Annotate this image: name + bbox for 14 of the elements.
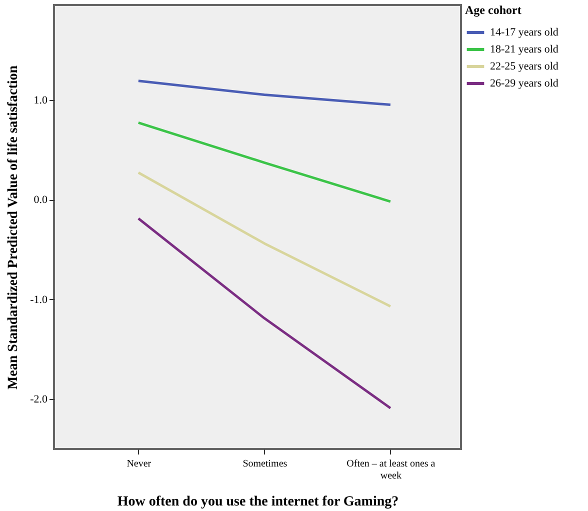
y-tick-label: 1.0: [34, 94, 48, 106]
x-tick-label: Never: [126, 458, 152, 470]
x-tick-label: Sometimes: [242, 458, 288, 470]
x-axis-title: How often do you use the internet for Gaming?: [117, 494, 399, 510]
y-tick-label: -2.0: [30, 394, 48, 406]
legend-label: 18-21 years old: [490, 44, 559, 56]
y-tick-label: 0.0: [34, 194, 48, 206]
legend-label: 26-29 years old: [490, 78, 559, 90]
legend-label: 22-25 years old: [490, 60, 559, 72]
legend-title: Age cohort: [465, 3, 522, 17]
legend-label: 14-17 years old: [490, 26, 559, 38]
y-tick-label: -1.0: [30, 294, 48, 306]
y-axis-title: Mean Standardized Predicted Value of life satisfaction: [6, 65, 22, 390]
x-tick-label: Often – at least ones a week: [346, 458, 436, 482]
